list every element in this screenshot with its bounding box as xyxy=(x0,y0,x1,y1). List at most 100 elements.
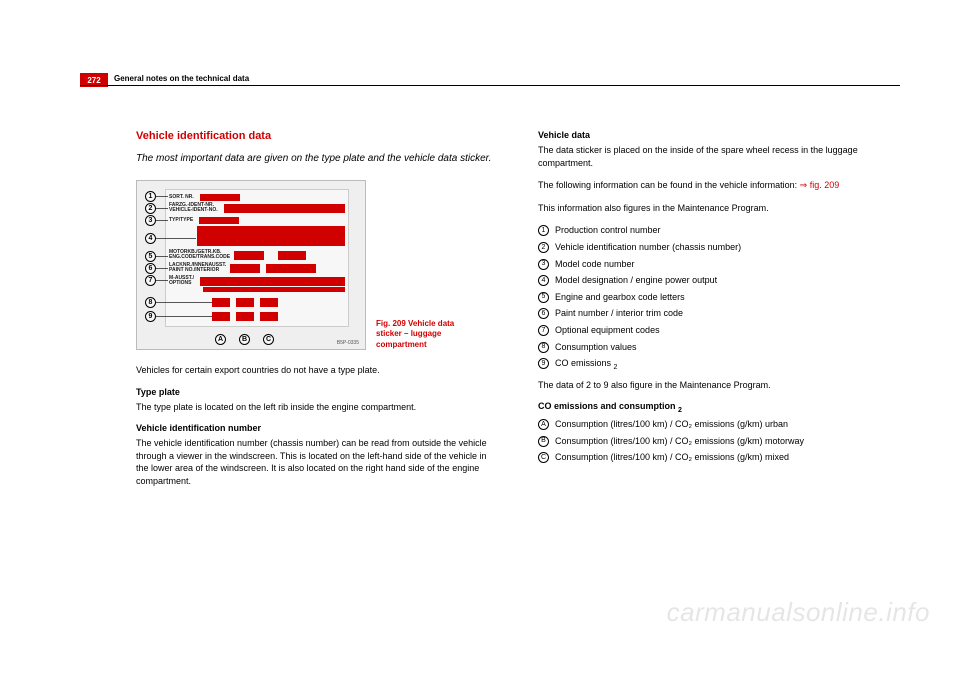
subheading: Vehicle identification number xyxy=(136,423,498,433)
list-text: Production control number xyxy=(555,224,661,237)
list-marker: B xyxy=(538,436,549,447)
list-text: Engine and gearbox code letters xyxy=(555,291,685,304)
sticker-bar xyxy=(260,298,278,307)
callout-lead xyxy=(156,302,212,303)
sticker-bar xyxy=(236,298,254,307)
intro-text: The most important data are given on the… xyxy=(136,152,498,166)
sticker-bar xyxy=(260,312,278,321)
body-text: The type plate is located on the left ri… xyxy=(136,401,498,414)
sticker-bar xyxy=(230,264,260,273)
callout-lead xyxy=(156,268,168,269)
list-text: Paint number / interior trim code xyxy=(555,307,683,320)
sticker-label: FARZG.-IDENT-NR. VEHICLE-IDENT-NO. xyxy=(169,203,218,214)
list-item: 4 Model designation / engine power output xyxy=(538,274,900,287)
body-text-part: The following information can be found i… xyxy=(538,180,800,190)
callout-circle: A xyxy=(215,334,226,345)
list-text: Model code number xyxy=(555,258,635,271)
list-marker: 7 xyxy=(538,325,549,336)
sticker-bar xyxy=(266,264,316,273)
left-column: Vehicle identification data The most imp… xyxy=(136,130,498,498)
manual-page: 272 General notes on the technical data … xyxy=(0,0,960,678)
list-text: Consumption (litres/100 km) / CO₂ emissi… xyxy=(555,418,788,431)
body-text: Vehicles for certain export countries do… xyxy=(136,364,498,377)
callout-circle: 5 xyxy=(145,251,156,262)
vehicle-data-sticker: SORT. NR. FARZG.-IDENT-NR. VEHICLE-IDENT… xyxy=(136,180,366,350)
sticker-bar xyxy=(234,251,264,260)
watermark: carmanualsonline.info xyxy=(667,597,930,628)
sticker-label: TYP/TYPE xyxy=(169,218,193,223)
callout-lead xyxy=(156,196,168,197)
list-item: 9 CO emissions 2 xyxy=(538,357,900,373)
callout-circle: B xyxy=(239,334,250,345)
sticker-bar xyxy=(199,217,239,224)
sticker-bar xyxy=(203,287,345,292)
body-text: The vehicle identification number (chass… xyxy=(136,437,498,487)
callout-circle: 1 xyxy=(145,191,156,202)
callout-circle: 7 xyxy=(145,275,156,286)
section-title: Vehicle identification data xyxy=(136,130,498,142)
callout-circle: 9 xyxy=(145,311,156,322)
list-item: 1 Production control number xyxy=(538,224,900,237)
list-item: 7 Optional equipment codes xyxy=(538,324,900,337)
callout-circle: 4 xyxy=(145,233,156,244)
sticker-bar xyxy=(212,298,230,307)
body-text: The data of 2 to 9 also figure in the Ma… xyxy=(538,379,900,392)
callout-circle: 8 xyxy=(145,297,156,308)
header-rule xyxy=(80,85,900,86)
list-text: Model designation / engine power output xyxy=(555,274,717,287)
list-text: Optional equipment codes xyxy=(555,324,660,337)
list-text: CO emissions 2 xyxy=(555,357,617,373)
callout-circle: 6 xyxy=(145,263,156,274)
sticker-bar xyxy=(278,251,306,260)
sticker-bar xyxy=(224,204,345,213)
list-marker: 8 xyxy=(538,342,549,353)
figure-reference: ⇒ fig. 209 xyxy=(800,180,840,190)
callout-lead xyxy=(156,316,212,317)
header-title: General notes on the technical data xyxy=(114,74,249,83)
subheading: Type plate xyxy=(136,387,498,397)
sticker-panel: SORT. NR. FARZG.-IDENT-NR. VEHICLE-IDENT… xyxy=(165,189,349,327)
list-marker: 4 xyxy=(538,275,549,286)
list-item: 8 Consumption values xyxy=(538,341,900,354)
callout-lead xyxy=(156,280,168,281)
list-item: CConsumption (litres/100 km) / CO₂ emiss… xyxy=(538,451,900,464)
list-marker: A xyxy=(538,419,549,430)
sticker-bar xyxy=(236,312,254,321)
list-marker: 5 xyxy=(538,292,549,303)
list-text: Consumption values xyxy=(555,341,637,354)
figure-box: SORT. NR. FARZG.-IDENT-NR. VEHICLE-IDENT… xyxy=(136,180,498,350)
callout-lead xyxy=(156,256,168,257)
list-marker: 1 xyxy=(538,225,549,236)
list-item: 2Vehicle identification number (chassis … xyxy=(538,241,900,254)
list-text: Vehicle identification number (chassis n… xyxy=(555,241,741,254)
content-columns: Vehicle identification data The most imp… xyxy=(136,130,900,498)
sticker-bar xyxy=(200,194,240,201)
list-text: Consumption (litres/100 km) / CO₂ emissi… xyxy=(555,435,804,448)
list-item: B Consumption (litres/100 km) / CO₂ emiss… xyxy=(538,435,900,448)
callout-circle: 3 xyxy=(145,215,156,226)
sticker-label: MOTORKB./GETR.KB. ENG.CODE/TRANS.CODE xyxy=(169,250,230,261)
sticker-label: LACKNR./INNENAUSST. PAINT NO./INTERIOR xyxy=(169,263,226,274)
body-text: The following information can be found i… xyxy=(538,179,900,192)
sticker-bar xyxy=(197,226,345,246)
list-marker: 9 xyxy=(538,358,549,369)
list-item: 3 Model code number xyxy=(538,258,900,271)
list-item: A Consumption (litres/100 km) / CO₂ emiss… xyxy=(538,418,900,431)
callout-lead xyxy=(156,208,168,209)
body-text: The data sticker is placed on the inside… xyxy=(538,144,900,169)
callout-lead xyxy=(156,220,168,221)
subheading: CO emissions and consumption 2 xyxy=(538,401,900,414)
list-marker: 3 xyxy=(538,259,549,270)
callout-circle: C xyxy=(263,334,274,345)
callout-circle: 2 xyxy=(145,203,156,214)
sticker-label: SORT. NR. xyxy=(169,195,194,200)
list-item: 6 Paint number / interior trim code xyxy=(538,307,900,320)
callout-lead xyxy=(156,238,196,239)
figure-caption: Fig. 209 Vehicle data sticker – luggage … xyxy=(376,319,472,350)
sticker-bar xyxy=(212,312,230,321)
list-text: Consumption (litres/100 km) / CO₂ emissi… xyxy=(555,451,789,464)
body-text: This information also figures in the Mai… xyxy=(538,202,900,215)
sticker-label: M-AUSST./ OPTIONS xyxy=(169,276,194,287)
right-column: Vehicle data The data sticker is placed … xyxy=(538,130,900,498)
list-marker: 6 xyxy=(538,308,549,319)
